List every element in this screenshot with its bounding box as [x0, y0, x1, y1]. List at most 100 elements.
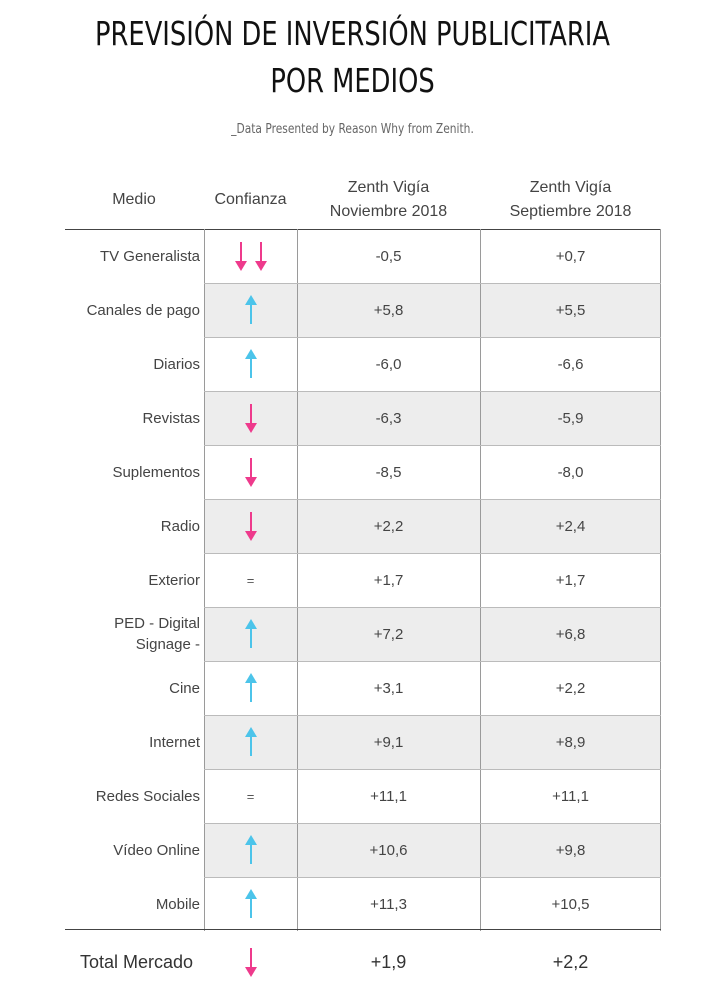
- cell-medio: Revistas: [142, 409, 200, 427]
- confianza-arrows: [244, 295, 257, 325]
- cell-confianza: [204, 391, 297, 445]
- row-divider: [204, 715, 661, 716]
- cell-confianza: [204, 661, 297, 715]
- cell-noviembre: +10,6: [297, 823, 480, 877]
- table-row: PED - Digital Signage - +7,2 +6,8: [65, 607, 661, 661]
- table-row: TV Generalista -0,5 +0,7: [65, 229, 661, 283]
- cell-medio: Cine: [169, 679, 200, 697]
- row-divider: [204, 877, 661, 878]
- cell-septiembre: +2,2: [555, 679, 586, 697]
- arrow-up-icon: [244, 835, 257, 864]
- cell-septiembre: +0,7: [555, 247, 586, 265]
- row-divider: [204, 769, 661, 770]
- cell-noviembre: -0,5: [375, 247, 402, 265]
- arrow-up-icon: [244, 673, 257, 702]
- arrow-down-icon: [244, 948, 257, 977]
- header-noviembre-line1: Zenth Vigía: [347, 179, 430, 196]
- header-divider: [65, 229, 661, 230]
- arrow-up-icon: [244, 295, 257, 324]
- confianza-arrows: [244, 835, 257, 865]
- column-divider: [204, 229, 205, 931]
- table-row: Diarios -6,0 -6,6: [65, 337, 661, 391]
- arrow-up-icon: [244, 619, 257, 648]
- cell-septiembre: -5,9: [480, 391, 661, 445]
- cell-noviembre: +3,1: [373, 679, 404, 697]
- cell-medio: Internet: [149, 733, 200, 751]
- total-noviembre: +1,9: [370, 951, 407, 972]
- cell-noviembre: -8,5: [375, 463, 402, 481]
- arrow-down-icon: [234, 242, 247, 271]
- cell-medio: Exterior: [148, 571, 200, 589]
- total-divider: [65, 929, 661, 930]
- cell-septiembre: +11,1: [552, 787, 589, 805]
- row-divider: [204, 391, 661, 392]
- confianza-arrows: [244, 403, 257, 433]
- cell-noviembre: +2,2: [297, 499, 480, 553]
- cell-confianza: [204, 283, 297, 337]
- confianza-arrows: [244, 349, 257, 379]
- table-row: Redes Sociales = +11,1 +11,1: [65, 769, 661, 823]
- arrow-down-icon: [244, 512, 257, 541]
- cell-medio: Vídeo Online: [113, 841, 200, 859]
- cell-septiembre: -8,0: [557, 463, 584, 481]
- cell-noviembre: +7,2: [297, 607, 480, 661]
- header-septiembre-line2: Septiembre 2018: [509, 203, 632, 220]
- total-septiembre: +2,2: [552, 951, 589, 972]
- cell-noviembre: +1,7: [373, 571, 404, 589]
- confianza-arrows: [234, 241, 267, 271]
- confianza-equal: =: [246, 572, 255, 588]
- cell-septiembre: +10,5: [551, 895, 590, 913]
- table-row: Vídeo Online +10,6 +9,8: [65, 823, 661, 877]
- title-line-1: PREVISIÓN DE INVERSIÓN PUBLICITARIA: [95, 14, 610, 53]
- cell-septiembre: +8,9: [480, 715, 661, 769]
- row-divider: [204, 661, 661, 662]
- arrow-up-icon: [244, 889, 257, 918]
- row-divider: [204, 283, 661, 284]
- cell-medio: Suplementos: [112, 463, 200, 481]
- cell-noviembre: +9,1: [297, 715, 480, 769]
- cell-confianza: [204, 229, 297, 283]
- column-divider: [297, 229, 298, 931]
- cell-medio: Radio: [160, 517, 200, 535]
- cell-confianza: =: [204, 769, 297, 823]
- cell-septiembre: -6,6: [557, 355, 584, 373]
- table-row: Suplementos -8,5 -8,0: [65, 445, 661, 499]
- cell-noviembre: -6,0: [375, 355, 402, 373]
- cell-medio: PED - Digital Signage -: [114, 615, 200, 653]
- chart-title: PREVISIÓN DE INVERSIÓN PUBLICITARIA POR …: [78, 10, 628, 104]
- cell-medio: Mobile: [155, 895, 200, 913]
- confianza-arrows: [244, 947, 257, 977]
- row-divider: [204, 445, 661, 446]
- row-divider: [204, 499, 661, 500]
- cell-medio: TV Generalista: [99, 247, 200, 265]
- cell-medio: Diarios: [153, 355, 200, 373]
- header-noviembre: Zenth Vigía Noviembre 2018: [297, 176, 480, 224]
- cell-confianza: [204, 445, 297, 499]
- cell-noviembre: -6,3: [297, 391, 480, 445]
- cell-medio: Redes Sociales: [95, 787, 200, 805]
- arrow-down-icon: [254, 242, 267, 271]
- total-medio: Total Mercado: [80, 951, 194, 972]
- cell-confianza: [204, 607, 297, 661]
- table-row: Internet +9,1 +8,9: [65, 715, 661, 769]
- cell-septiembre: +2,4: [480, 499, 661, 553]
- row-divider: [204, 337, 661, 338]
- arrow-down-icon: [244, 458, 257, 487]
- confianza-arrows: [244, 511, 257, 541]
- arrow-down-icon: [244, 404, 257, 433]
- table-row: Radio +2,2 +2,4: [65, 499, 661, 553]
- cell-septiembre: +5,5: [480, 283, 661, 337]
- row-divider: [204, 553, 661, 554]
- header-septiembre: Zenth Vigía Septiembre 2018: [480, 176, 661, 224]
- confianza-arrows: [244, 619, 257, 649]
- column-divider: [480, 229, 481, 931]
- total-confianza: [204, 944, 297, 980]
- header-confianza: Confianza: [214, 191, 287, 208]
- table-row: Revistas -6,3 -5,9: [65, 391, 661, 445]
- table-row: Canales de pago +5,8 +5,5: [65, 283, 661, 337]
- cell-confianza: [204, 877, 297, 931]
- cell-confianza: [204, 715, 297, 769]
- table-row: Cine +3,1 +2,2: [65, 661, 661, 715]
- row-divider: [204, 607, 661, 608]
- cell-septiembre: +1,7: [555, 571, 586, 589]
